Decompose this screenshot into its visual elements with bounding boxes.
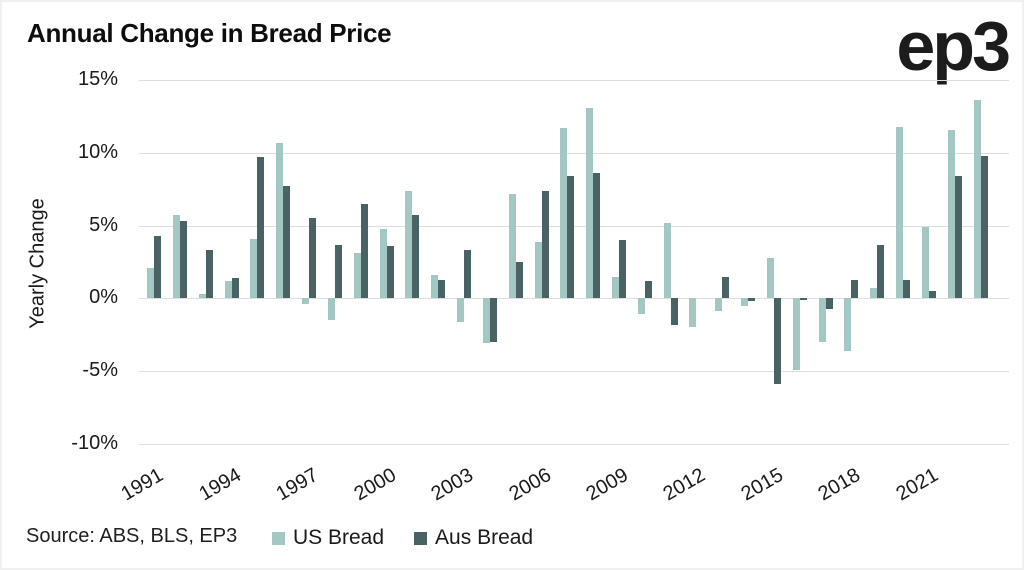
bar-aus-1995 bbox=[257, 157, 265, 299]
bar-us-1995 bbox=[250, 238, 258, 299]
bar-us-1992 bbox=[172, 215, 180, 299]
y-tick-label-15: 15% bbox=[77, 68, 118, 90]
bar-us-2016 bbox=[792, 298, 800, 370]
bar-aus-2015 bbox=[773, 298, 781, 385]
y-tick-label-0: 0% bbox=[89, 286, 118, 309]
bar-us-2009 bbox=[611, 276, 619, 299]
bar-us-2001 bbox=[405, 190, 413, 299]
bar-aus-1991 bbox=[154, 235, 161, 299]
aus-bread-swatch-icon bbox=[414, 531, 428, 545]
bar-us-2023 bbox=[973, 100, 981, 299]
gridline-10 bbox=[139, 152, 1009, 154]
bar-aus-2023 bbox=[980, 155, 988, 299]
x-tick-label-2006: 2006 bbox=[504, 464, 555, 506]
gridline--10 bbox=[139, 444, 1009, 445]
bar-us-1998 bbox=[327, 298, 335, 321]
bar-aus-2022 bbox=[954, 176, 962, 299]
bar-us-2015 bbox=[766, 257, 774, 299]
x-tick-label-2018: 2018 bbox=[814, 464, 865, 506]
x-tick-label-1991: 1991 bbox=[117, 464, 167, 506]
bar-aus-2006 bbox=[541, 190, 549, 299]
bar-aus-1999 bbox=[360, 203, 368, 299]
legend: US Bread Aus Bread bbox=[272, 526, 533, 550]
bar-us-2002 bbox=[431, 275, 439, 299]
legend-item-aus-bread: Aus Bread bbox=[414, 526, 533, 550]
bar-us-2017 bbox=[818, 298, 826, 343]
x-tick-label-1997: 1997 bbox=[272, 464, 322, 506]
bar-aus-2016 bbox=[799, 298, 807, 300]
legend-item-us-bread: US Bread bbox=[272, 526, 384, 550]
bar-aus-2002 bbox=[438, 279, 446, 299]
y-tick-label-10: 10% bbox=[77, 140, 118, 163]
bar-us-2010 bbox=[637, 298, 645, 315]
bar-aus-2010 bbox=[644, 280, 652, 299]
y-axis-label: Yearly Change bbox=[26, 198, 49, 329]
bar-aus-1998 bbox=[334, 244, 342, 299]
bar-us-2006 bbox=[534, 241, 542, 299]
y-tick-label--5: -5% bbox=[82, 359, 118, 382]
bar-aus-2017 bbox=[825, 298, 833, 309]
bar-us-2013 bbox=[715, 298, 723, 312]
gridline--5 bbox=[139, 371, 1009, 373]
bar-aus-2005 bbox=[515, 262, 523, 299]
bar-us-2000 bbox=[379, 228, 387, 299]
bar-us-2008 bbox=[586, 107, 594, 299]
bar-aus-1997 bbox=[309, 218, 316, 299]
bar-aus-2000 bbox=[386, 246, 394, 299]
bar-us-1997 bbox=[302, 298, 309, 305]
bar-us-2019 bbox=[870, 288, 878, 299]
bar-us-2022 bbox=[947, 129, 955, 299]
bar-us-2007 bbox=[560, 128, 568, 299]
x-tick-label-2015: 2015 bbox=[737, 464, 787, 506]
bar-aus-2008 bbox=[593, 173, 601, 299]
bar-us-2012 bbox=[689, 298, 697, 328]
x-tick-label-1994: 1994 bbox=[194, 464, 245, 506]
bar-aus-2013 bbox=[722, 276, 730, 299]
x-tick-label-2000: 2000 bbox=[349, 464, 400, 506]
legend-label-aus-bread: Aus Bread bbox=[435, 526, 534, 549]
bar-aus-1993 bbox=[205, 250, 213, 299]
bar-aus-1994 bbox=[231, 278, 239, 299]
bar-aus-2020 bbox=[903, 279, 911, 299]
bar-aus-2009 bbox=[618, 240, 626, 299]
bar-us-1994 bbox=[224, 280, 232, 299]
bar-us-2018 bbox=[844, 298, 852, 351]
bar-us-1996 bbox=[276, 142, 284, 299]
bar-us-2005 bbox=[508, 193, 516, 299]
bar-aus-2004 bbox=[489, 298, 497, 343]
bar-aus-2018 bbox=[851, 279, 859, 299]
legend-label-us-bread: US Bread bbox=[293, 526, 385, 549]
y-tick-label-5: 5% bbox=[89, 213, 118, 236]
bar-us-1991 bbox=[147, 267, 154, 299]
bar-aus-2019 bbox=[877, 244, 885, 299]
bar-aus-2001 bbox=[412, 215, 420, 299]
bar-aus-2011 bbox=[670, 298, 678, 325]
gridline-15 bbox=[139, 80, 1009, 81]
bar-aus-1996 bbox=[283, 186, 291, 299]
bar-aus-2003 bbox=[464, 250, 471, 299]
source-note: Source: ABS, BLS, EP3 bbox=[26, 525, 238, 547]
x-tick-label-2003: 2003 bbox=[427, 464, 477, 506]
bar-aus-2021 bbox=[928, 291, 936, 299]
x-tick-label-2012: 2012 bbox=[659, 464, 710, 506]
bar-us-2021 bbox=[921, 227, 929, 299]
bar-aus-1992 bbox=[179, 221, 187, 299]
bar-us-2014 bbox=[741, 298, 749, 306]
bar-us-2020 bbox=[896, 126, 904, 299]
bar-us-2003 bbox=[457, 298, 464, 322]
bar-aus-2014 bbox=[748, 298, 756, 302]
us-bread-swatch-icon bbox=[272, 531, 285, 545]
x-tick-label-2009: 2009 bbox=[582, 464, 632, 506]
ep3-logo: ep3 bbox=[896, 7, 1011, 85]
bar-us-2011 bbox=[663, 222, 671, 299]
chart-title: Annual Change in Bread Price bbox=[27, 18, 392, 48]
gridline-0 bbox=[139, 298, 1009, 300]
bar-aus-2007 bbox=[567, 176, 575, 299]
bar-us-2004 bbox=[482, 298, 490, 344]
x-tick-label-2021: 2021 bbox=[892, 464, 942, 506]
bar-us-1993 bbox=[198, 294, 206, 299]
y-tick-label--10: -10% bbox=[71, 432, 118, 454]
bar-us-1999 bbox=[353, 253, 361, 299]
